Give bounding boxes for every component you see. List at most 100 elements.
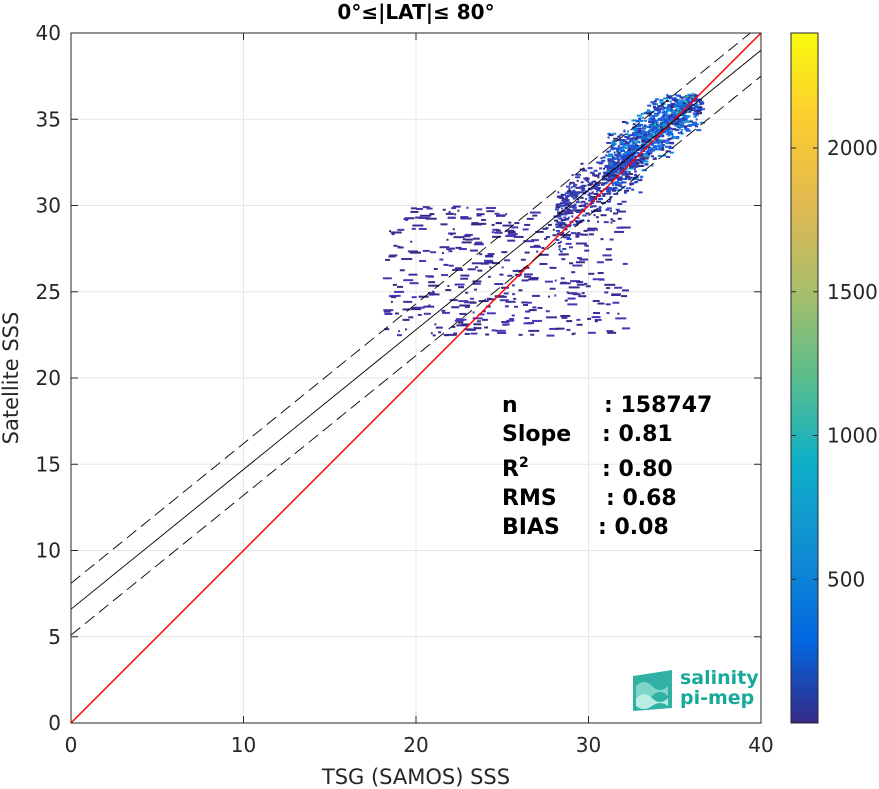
density-core-cell — [649, 127, 652, 130]
density-cell — [415, 216, 422, 219]
density-cell — [621, 181, 627, 184]
density-cell — [657, 154, 662, 157]
density-cell — [559, 195, 564, 198]
density-cell — [611, 293, 622, 296]
y-tick-label: 20 — [36, 366, 61, 390]
density-cell — [625, 133, 629, 136]
density-cell — [627, 177, 630, 180]
density-cell — [507, 231, 516, 234]
density-cell — [587, 317, 592, 320]
density-cell — [567, 201, 572, 204]
density-cell — [575, 235, 580, 238]
density-cell — [576, 195, 579, 198]
density-cell — [511, 314, 515, 317]
density-cell — [578, 295, 587, 298]
density-cell — [405, 218, 409, 221]
density-cell — [614, 153, 617, 156]
density-cell — [405, 328, 408, 331]
density-cell — [608, 165, 612, 168]
density-cell — [588, 196, 591, 199]
density-core-cell — [665, 117, 668, 120]
density-cell — [611, 167, 617, 170]
density-cell — [606, 330, 614, 333]
density-cell — [632, 161, 638, 164]
density-core-cell — [634, 147, 637, 150]
density-cell — [672, 115, 676, 118]
density-cell — [636, 162, 640, 165]
density-cell — [628, 141, 632, 144]
density-cell — [614, 169, 619, 172]
density-cell — [693, 115, 697, 118]
density-cell — [411, 296, 417, 299]
density-cell — [659, 99, 664, 102]
density-core-cell — [664, 113, 667, 116]
density-cell — [616, 210, 626, 213]
density-cell — [614, 187, 618, 190]
density-cell — [588, 233, 594, 236]
density-cell — [691, 97, 694, 100]
x-tick-label: 0 — [65, 733, 78, 757]
density-cell — [672, 119, 678, 122]
density-cell — [583, 177, 587, 180]
density-cell — [499, 299, 509, 302]
density-cell — [394, 312, 399, 315]
density-cell — [676, 100, 679, 103]
density-cell — [592, 278, 604, 281]
density-cell — [644, 131, 650, 134]
density-cell — [627, 151, 633, 154]
density-cell — [609, 160, 615, 163]
density-core-cell — [654, 124, 657, 127]
density-cell — [603, 221, 609, 224]
reference-lines — [71, 33, 761, 723]
density-cell — [681, 97, 684, 100]
density-cell — [573, 184, 578, 187]
density-cell — [609, 238, 614, 241]
density-cell — [571, 333, 574, 336]
density-cell — [539, 262, 548, 265]
density-cell — [641, 140, 647, 143]
density-cell — [688, 94, 692, 97]
density-cell — [425, 217, 437, 220]
density-cell — [575, 173, 581, 176]
density-cell — [611, 187, 616, 190]
density-cell — [619, 169, 624, 172]
density-cell — [565, 242, 572, 245]
density-cell — [660, 145, 665, 148]
density-core-cell — [658, 127, 661, 130]
density-cell — [614, 286, 623, 289]
density-cell — [443, 263, 449, 266]
density-cell — [568, 246, 573, 249]
density-cell — [684, 128, 689, 131]
density-cell — [639, 155, 645, 158]
density-cell — [634, 151, 639, 154]
density-core-cell — [660, 124, 663, 127]
density-cell — [631, 154, 634, 157]
density-cell — [621, 289, 629, 292]
density-cell — [505, 213, 508, 216]
density-cell — [642, 134, 647, 137]
density-cell — [565, 218, 569, 221]
density-cell — [383, 310, 391, 313]
density-cell — [679, 118, 683, 121]
density-cell — [448, 210, 451, 213]
density-cell — [559, 240, 562, 243]
density-cell — [527, 321, 535, 324]
density-cell — [605, 258, 613, 261]
density-cell — [506, 319, 515, 322]
density-cell — [654, 157, 657, 160]
density-cell — [477, 269, 483, 272]
density-core-cell — [642, 130, 645, 133]
density-cell — [584, 178, 589, 181]
density-cell — [561, 199, 564, 202]
density-cell — [575, 233, 584, 236]
density-core-cell — [661, 123, 664, 126]
density-cell — [559, 204, 563, 207]
density-cell — [608, 170, 613, 173]
density-cell — [613, 157, 619, 160]
density-cell — [491, 235, 501, 238]
density-cell — [633, 134, 639, 137]
density-cell — [654, 114, 658, 117]
density-cell — [634, 132, 638, 135]
density-cell — [472, 237, 480, 240]
density-cell — [622, 163, 626, 166]
